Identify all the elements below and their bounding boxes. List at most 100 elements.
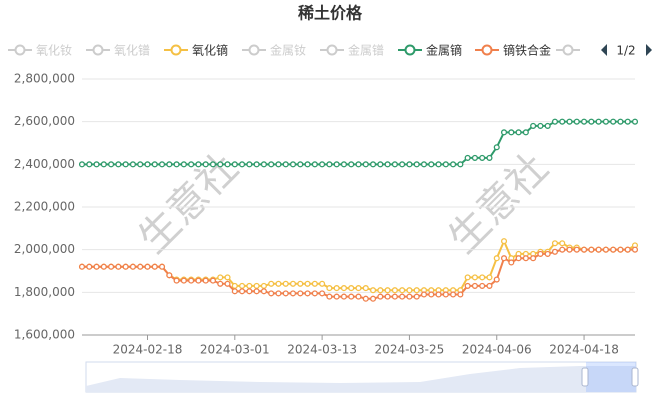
data-point <box>86 161 93 168</box>
data-point <box>355 285 362 292</box>
data-point <box>435 291 442 298</box>
data-point <box>158 263 166 270</box>
data-point <box>93 161 100 168</box>
data-point <box>617 246 624 253</box>
legend-icon[interactable] <box>481 44 493 56</box>
data-point <box>151 263 158 270</box>
zoom-handle[interactable] <box>631 367 639 387</box>
data-point <box>471 274 478 281</box>
data-point <box>391 293 398 300</box>
legend-icon[interactable] <box>248 44 260 56</box>
data-point <box>391 287 398 294</box>
data-point <box>581 246 588 253</box>
data-point <box>129 161 136 168</box>
data-point <box>479 282 486 289</box>
data-point <box>588 118 595 125</box>
legend-icon[interactable] <box>404 44 416 56</box>
legend-label[interactable]: 氧化镝 <box>192 43 228 58</box>
data-point <box>624 118 631 125</box>
data-point <box>297 161 304 168</box>
data-point <box>537 122 544 129</box>
data-zoom <box>85 361 639 393</box>
data-point <box>493 144 500 151</box>
data-point <box>122 161 129 168</box>
data-point <box>384 161 391 168</box>
legend-icon[interactable] <box>170 44 182 56</box>
data-point <box>253 288 260 295</box>
data-point <box>413 287 420 294</box>
data-point <box>479 154 486 161</box>
legend-icon[interactable] <box>326 44 338 56</box>
data-point <box>260 288 267 295</box>
data-point <box>399 293 406 300</box>
data-point <box>115 161 122 168</box>
data-point <box>479 274 486 281</box>
data-point <box>413 161 420 168</box>
data-point <box>289 290 297 297</box>
data-point <box>384 293 391 300</box>
data-point <box>413 293 420 300</box>
data-point <box>224 280 231 287</box>
data-point <box>399 287 406 294</box>
legend-label[interactable]: 镝铁合金 <box>503 43 551 58</box>
data-point <box>559 118 566 125</box>
data-point <box>391 161 398 168</box>
data-point <box>173 161 180 168</box>
legend-icon[interactable] <box>14 44 26 56</box>
data-point <box>144 161 151 168</box>
data-point <box>202 277 209 284</box>
x-tick-label: 2024-03-13 <box>287 343 357 357</box>
data-point <box>362 285 369 292</box>
data-point <box>486 154 493 161</box>
legend-next[interactable] <box>646 44 652 56</box>
data-point <box>289 280 297 287</box>
data-point <box>602 118 609 125</box>
data-point <box>326 285 333 292</box>
zoom-window[interactable] <box>586 362 636 392</box>
data-point <box>217 274 224 281</box>
data-point <box>326 161 333 168</box>
legend-label[interactable]: 金属镨 <box>348 43 384 58</box>
data-point <box>566 246 573 253</box>
data-point <box>595 246 602 253</box>
data-point <box>624 246 631 253</box>
data-point <box>268 280 275 287</box>
data-point <box>224 161 231 168</box>
data-point <box>493 255 500 262</box>
data-point <box>631 246 639 253</box>
data-point <box>173 277 180 284</box>
legend-label[interactable]: 氧化钕 <box>36 43 72 58</box>
legend-icon[interactable] <box>562 44 574 56</box>
data-point <box>464 274 471 281</box>
data-point <box>319 280 326 287</box>
legend-label[interactable]: 金属镝 <box>426 43 462 58</box>
legend-prev[interactable] <box>601 44 607 56</box>
data-point <box>326 293 333 300</box>
legend-icon[interactable] <box>92 44 104 56</box>
data-point <box>370 287 377 294</box>
legend-label[interactable]: 氧化镨 <box>114 43 150 58</box>
data-point <box>464 282 471 289</box>
data-point <box>188 277 195 284</box>
watermark: 生意社 <box>440 145 557 262</box>
data-point <box>377 287 384 294</box>
legend-label[interactable]: 金属钕 <box>270 43 306 58</box>
data-point <box>420 161 428 168</box>
data-point <box>137 161 144 168</box>
data-point <box>108 263 115 270</box>
data-point <box>195 161 202 168</box>
data-point <box>551 118 559 125</box>
data-point <box>500 255 508 262</box>
data-point <box>631 118 639 125</box>
data-point <box>457 161 464 168</box>
legend-page: 1/2 <box>616 44 635 58</box>
zoom-handle[interactable] <box>581 367 589 387</box>
data-point <box>428 161 435 168</box>
data-point <box>581 118 588 125</box>
x-tick-label: 2024-04-18 <box>549 343 619 357</box>
data-point <box>522 255 529 262</box>
data-point <box>209 277 217 284</box>
data-point <box>610 118 617 125</box>
y-tick-label: 2,200,000 <box>14 200 75 214</box>
data-point <box>304 161 311 168</box>
